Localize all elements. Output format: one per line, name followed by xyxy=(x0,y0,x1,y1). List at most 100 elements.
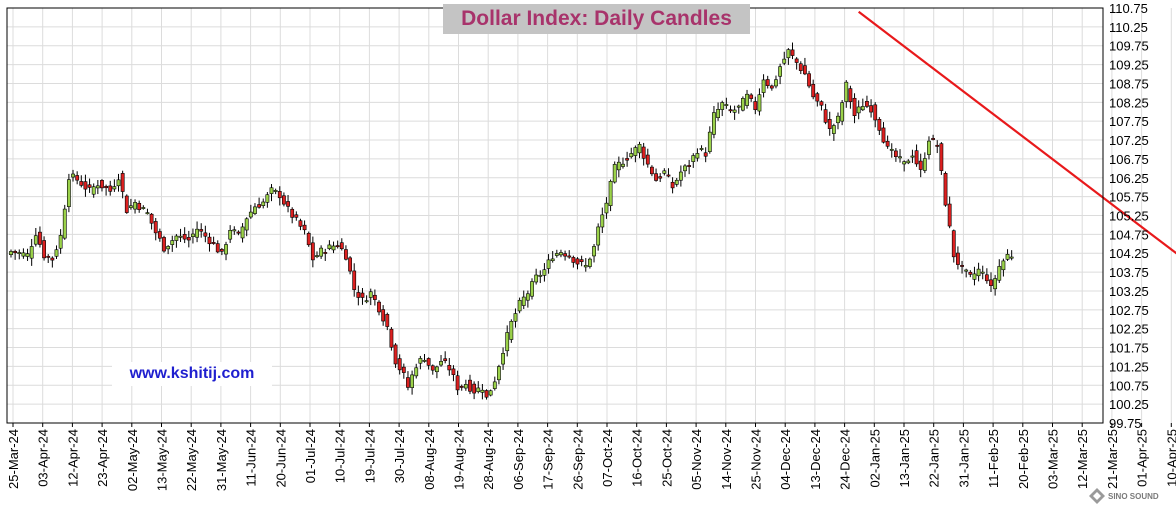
candle-body xyxy=(641,146,646,159)
candle-body xyxy=(1005,254,1010,260)
candle-body xyxy=(344,249,348,260)
candle-body xyxy=(170,240,175,245)
x-tick-label: 07-Oct-24 xyxy=(600,429,615,487)
candle-body xyxy=(637,144,642,154)
candle-body xyxy=(873,104,878,121)
resistance-trendline xyxy=(858,10,1176,255)
candle-body xyxy=(720,102,725,110)
y-tick-label: 100.75 xyxy=(1109,378,1149,393)
candle-body xyxy=(670,181,675,189)
candle-body xyxy=(335,245,340,248)
y-tick-label: 109.75 xyxy=(1109,39,1149,54)
candle-body xyxy=(83,181,88,190)
candle-body xyxy=(633,147,638,156)
candle-body xyxy=(658,176,663,179)
candle-body xyxy=(683,165,687,172)
candle-body xyxy=(352,270,357,290)
candle-body xyxy=(782,58,787,64)
candle-body xyxy=(339,242,344,250)
candle-body xyxy=(757,94,762,112)
candle-body xyxy=(219,249,224,252)
y-tick-label: 101.25 xyxy=(1109,359,1149,374)
candle-body xyxy=(455,375,460,391)
y-tick-label: 109.25 xyxy=(1109,58,1149,73)
candle-body xyxy=(567,255,572,258)
y-tick-label: 106.25 xyxy=(1109,171,1149,186)
candle-body xyxy=(943,173,948,206)
candle-body xyxy=(91,186,96,195)
candle-body xyxy=(509,321,514,340)
candle-body xyxy=(133,202,137,210)
candle-body xyxy=(17,252,22,254)
candle-body xyxy=(323,252,328,254)
candle-body xyxy=(769,85,774,89)
candle-body xyxy=(211,242,216,244)
x-tick-label: 03-Apr-24 xyxy=(36,429,51,487)
candle-body xyxy=(827,119,832,129)
x-tick-label: 02-May-24 xyxy=(125,429,140,491)
candle-body xyxy=(137,202,142,210)
candle-body xyxy=(798,63,803,71)
candle-body xyxy=(621,163,625,167)
candle-body xyxy=(625,158,630,161)
candle-body xyxy=(75,175,80,181)
gridlines xyxy=(7,7,1172,424)
candle-body xyxy=(662,170,667,174)
candle-body xyxy=(716,109,720,118)
y-tick-label: 103.25 xyxy=(1109,284,1149,299)
candle-body xyxy=(257,204,262,208)
candle-body xyxy=(9,251,13,256)
candle-body xyxy=(310,242,315,261)
candle-body xyxy=(927,140,931,155)
candle-body xyxy=(712,112,716,135)
candle-body xyxy=(46,255,51,258)
chart-title-box: Dollar Index: Daily Candles xyxy=(443,4,750,34)
x-tick-label: 06-Sep-24 xyxy=(511,429,526,490)
candle-body xyxy=(443,358,448,361)
candle-body xyxy=(497,366,501,381)
candle-body xyxy=(840,102,845,122)
candle-body xyxy=(381,309,386,322)
candle-body xyxy=(608,181,613,206)
candle-body xyxy=(397,358,402,371)
watermark: SINO SOUND xyxy=(1088,484,1159,508)
candle-body xyxy=(447,364,452,371)
candle-body xyxy=(360,292,365,298)
candle-body xyxy=(815,93,820,102)
candle-body xyxy=(844,81,849,102)
candle-body xyxy=(1001,260,1006,271)
x-tick-label: 24-Dec-24 xyxy=(838,429,853,490)
candle-body xyxy=(435,366,439,373)
candle-body xyxy=(306,232,311,246)
candle-body xyxy=(542,269,547,276)
candle-body xyxy=(931,138,936,140)
candle-body xyxy=(87,184,92,188)
y-tick-label: 110.75 xyxy=(1109,1,1148,16)
candle-body xyxy=(790,49,795,56)
y-tick-label: 106.75 xyxy=(1109,152,1149,167)
candle-body xyxy=(174,235,179,241)
candle-body xyxy=(699,148,704,150)
candle-body xyxy=(327,244,332,249)
candle-body xyxy=(191,233,195,237)
candle-body xyxy=(695,153,700,159)
candle-body xyxy=(302,224,307,231)
x-tick-label: 11-Feb-25 xyxy=(986,429,1001,488)
candle-body xyxy=(277,191,282,199)
candle-body xyxy=(674,179,679,185)
candle-body xyxy=(410,374,414,388)
candle-body xyxy=(269,187,274,194)
candle-body xyxy=(149,213,154,224)
candle-body xyxy=(439,361,443,366)
y-tick-label: 100.25 xyxy=(1109,397,1149,412)
candle-body xyxy=(240,226,245,239)
candle-body xyxy=(58,235,63,249)
candle-body xyxy=(732,109,737,113)
y-tick-label: 103.75 xyxy=(1109,265,1149,280)
candle-body xyxy=(563,253,567,257)
y-tick-label: 104.25 xyxy=(1109,246,1149,261)
candle-body xyxy=(893,150,898,158)
candle-body xyxy=(860,106,865,111)
candle-body xyxy=(319,247,324,257)
x-tick-label: 20-Feb-25 xyxy=(1016,429,1031,489)
